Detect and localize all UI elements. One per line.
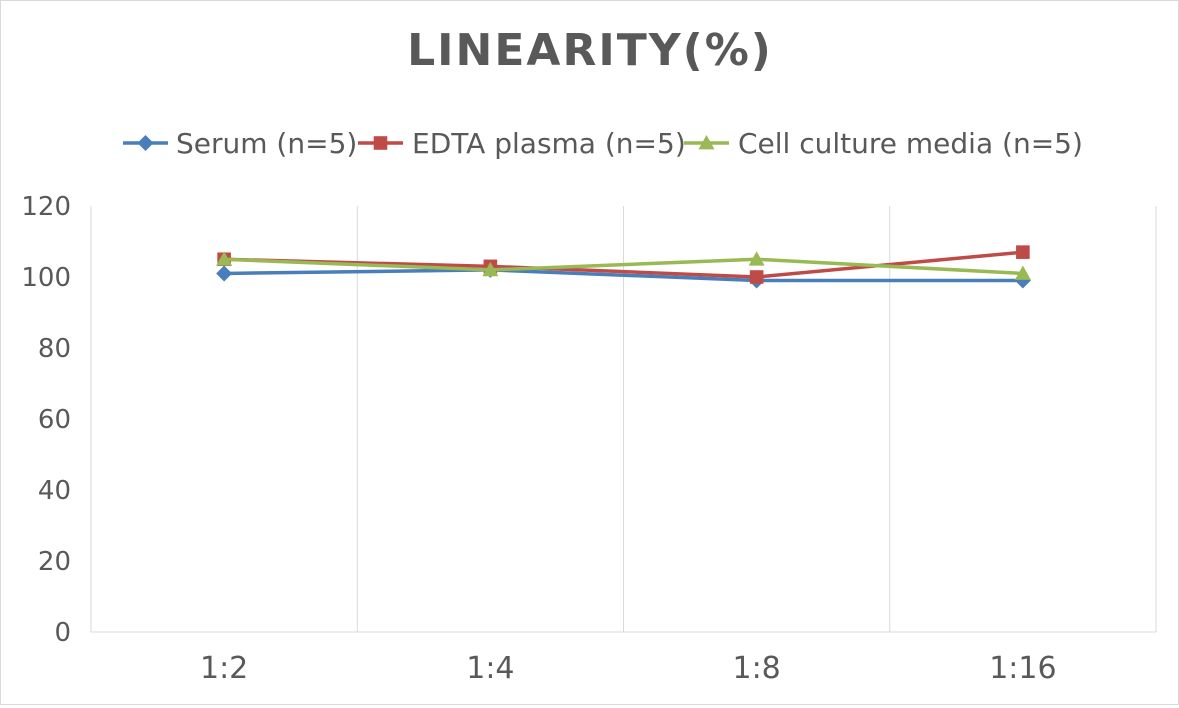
x-tick-label: 1:8 — [732, 651, 780, 686]
x-tick-label: 1:4 — [466, 651, 514, 686]
y-tick-label: 20 — [38, 547, 71, 577]
axes: 0 20 40 60 80 100 120 1:2 1:4 1:8 1:16 — [21, 192, 1156, 686]
data-point — [216, 265, 233, 282]
legend-label: EDTA plasma (n=5) — [412, 127, 686, 160]
chart-title: LINEARITY(%) — [407, 25, 773, 76]
data-point — [1016, 245, 1030, 259]
y-tick-label: 80 — [38, 334, 71, 364]
legend-entry: EDTA plasma (n=5) — [358, 127, 686, 160]
data-point — [216, 251, 233, 266]
legend-label: Serum (n=5) — [176, 127, 357, 160]
legend-marker — [698, 135, 715, 150]
series-line — [224, 268, 1023, 283]
y-tick-label: 0 — [54, 618, 71, 648]
y-tick-label: 40 — [38, 476, 71, 506]
legend-label: Cell culture media (n=5) — [738, 127, 1083, 160]
legend-entry: Cell culture media (n=5) — [684, 127, 1083, 160]
legend-marker — [373, 136, 388, 150]
data-point — [482, 261, 499, 277]
y-tick-label: 100 — [21, 263, 71, 293]
legend: Serum (n=5) EDTA plasma (n=5) Cell culture… — [123, 127, 1083, 160]
series-line — [224, 257, 1023, 276]
data-point — [1014, 265, 1031, 280]
series-layer — [216, 245, 1031, 289]
y-tick-label: 120 — [21, 192, 71, 222]
legend-marker — [137, 135, 154, 151]
grid — [356, 206, 1157, 632]
x-tick-label: 1:16 — [989, 651, 1056, 686]
data-point — [748, 251, 765, 266]
legend-entry: Serum (n=5) — [123, 127, 357, 160]
data-point — [749, 270, 764, 284]
x-tick-label: 1:2 — [200, 651, 248, 686]
y-tick-label: 60 — [38, 405, 71, 435]
series-line — [224, 250, 1024, 279]
series-3 — [216, 251, 1031, 280]
